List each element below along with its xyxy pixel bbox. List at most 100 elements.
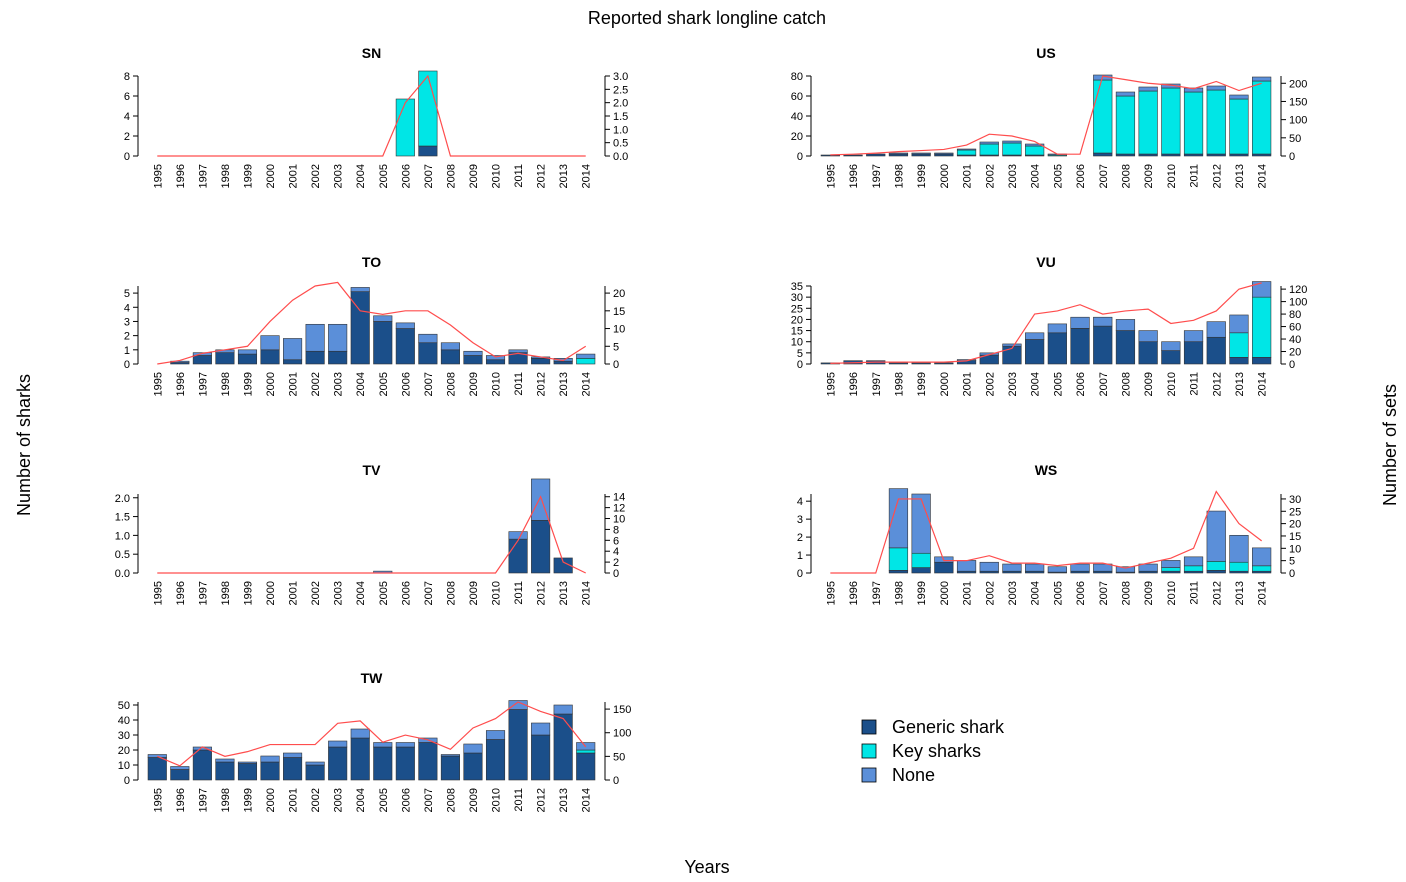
x-tick-label-tv-2011: 2011 (513, 581, 525, 605)
bar-us-generic-2013 (1229, 153, 1249, 157)
x-axis-tw: 1995 1996 1997 1998 1999 2000 2001 2002 2003 2004… (152, 788, 592, 812)
bar-to-none-2000 (260, 335, 280, 351)
bar-vu-generic-2013 (1229, 357, 1249, 365)
x-tick-label-us-2013: 2013 (1234, 164, 1246, 188)
bar-us-generic-2010 (1161, 153, 1181, 157)
x-tick-label-vu-1998: 1998 (893, 372, 905, 396)
bar-tv-generic-2011 (508, 538, 528, 574)
left-tick-label-ws-2: 2 (797, 532, 803, 544)
x-tick-label-to-2001: 2001 (288, 372, 300, 396)
bar-ws-key-2010 (1161, 567, 1181, 572)
right-tick-label-us-100: 100 (1289, 115, 1307, 127)
right-tick-label-ws-25: 25 (1289, 506, 1301, 518)
bar-us-key-2012 (1206, 89, 1226, 155)
bar-tw-generic-2009 (463, 752, 483, 781)
bar-tw-generic-1997 (192, 749, 212, 781)
right-tick-label-tw-100: 100 (613, 728, 631, 740)
x-tick-label-sn-2002: 2002 (310, 164, 322, 188)
bar-ws-key-1999 (911, 552, 931, 568)
bar-tw-generic-2004 (350, 737, 370, 781)
bar-tw-generic-2008 (440, 755, 460, 781)
bar-us-none-1998 (888, 152, 909, 155)
bar-to-generic-2000 (260, 349, 280, 365)
x-tick-label-tw-2008: 2008 (445, 788, 457, 812)
sets-line-to (157, 281, 587, 365)
right-tick-label-tw-0: 0 (613, 775, 619, 787)
bar-tw-none-2003 (328, 740, 348, 748)
right-tick-label-tw-50: 50 (613, 751, 625, 763)
bar-vu-generic-2014 (1252, 357, 1272, 365)
x-axis-title: Years (684, 857, 729, 877)
left-tick-label-tw-50: 50 (118, 700, 130, 712)
left-axis-title: Number of sharks (14, 374, 34, 516)
bar-ws-none-2005 (1047, 566, 1067, 573)
left-tick-label-vu-5: 5 (797, 348, 803, 360)
bar-ws-key-1998 (888, 547, 909, 571)
left-tick-label-sn-4: 4 (124, 111, 130, 123)
x-tick-label-us-2003: 2003 (1007, 164, 1019, 188)
bar-tv-generic-2012 (531, 520, 551, 574)
bar-tw-none-2009 (463, 743, 483, 754)
x-tick-label-to-2004: 2004 (355, 372, 367, 396)
x-tick-label-us-2001: 2001 (962, 164, 974, 188)
bar-ws-key-2014 (1252, 565, 1272, 572)
x-tick-label-ws-1995: 1995 (825, 581, 837, 605)
x-tick-label-tv-2000: 2000 (265, 581, 277, 605)
x-tick-label-tw-1996: 1996 (175, 788, 187, 812)
bar-us-none-2009 (1138, 86, 1158, 92)
bar-us-generic-2007 (1093, 152, 1113, 157)
panel-title-tw: TW (361, 670, 384, 686)
x-tick-label-to-2007: 2007 (423, 372, 435, 396)
bar-to-none-2005 (373, 315, 393, 322)
x-tick-label-to-2012: 2012 (536, 372, 548, 396)
left-axis-sn: 0 2 4 6 8 (124, 71, 139, 163)
bar-us-generic-2000 (934, 153, 954, 157)
legend-swatch-none (861, 767, 877, 783)
bar-vu-generic-2012 (1206, 336, 1226, 365)
bar-to-key-2014 (576, 358, 596, 365)
left-tick-label-vu-10: 10 (791, 337, 803, 349)
x-tick-label-sn-2012: 2012 (536, 164, 548, 188)
bar-vu-generic-2007 (1093, 325, 1113, 365)
bar-vu-generic-2000 (934, 362, 954, 365)
right-tick-label-vu-20: 20 (1289, 347, 1301, 359)
right-tick-label-tv-14: 14 (613, 492, 625, 504)
bar-vu-none-2010 (1161, 341, 1181, 351)
right-tick-label-sn-3.0: 3.0 (613, 71, 628, 83)
x-tick-label-us-1995: 1995 (825, 164, 837, 188)
bar-tw-none-2013 (553, 704, 573, 715)
sets-line-tv (157, 495, 586, 574)
bar-vu-generic-2004 (1025, 339, 1045, 365)
panel-sn: SN 0 2 4 6 8 0.00.5 1.01.52.0 2.53.0 1995 1996 1997… (124, 45, 628, 188)
panel-title-us: US (1036, 45, 1055, 61)
x-tick-label-vu-2001: 2001 (962, 372, 974, 396)
x-tick-label-sn-1997: 1997 (197, 164, 209, 188)
x-tick-label-tv-2007: 2007 (423, 581, 435, 605)
x-tick-label-vu-2010: 2010 (1166, 372, 1178, 396)
x-tick-label-vu-2000: 2000 (939, 372, 951, 396)
bar-tw-generic-1999 (237, 763, 258, 781)
right-tick-label-us-0: 0 (1289, 151, 1295, 163)
bar-tw-generic-2014 (576, 752, 596, 781)
x-tick-label-tw-2004: 2004 (355, 788, 367, 812)
bar-tw-generic-2007 (418, 742, 438, 781)
x-tick-label-tv-2006: 2006 (400, 581, 412, 605)
bar-sn-generic-2007 (418, 145, 438, 157)
bar-tw-none-2012 (531, 722, 551, 736)
right-axis-title: Number of sets (1380, 384, 1400, 506)
x-tick-label-tw-1995: 1995 (152, 788, 164, 812)
bar-vu-generic-2008 (1115, 330, 1136, 365)
x-tick-label-tv-2008: 2008 (445, 581, 457, 605)
bar-us-none-1999 (911, 152, 931, 155)
bar-us-key-2007 (1093, 79, 1113, 154)
bar-tw-none-2006 (395, 742, 415, 748)
x-tick-label-sn-2003: 2003 (333, 164, 345, 188)
bar-ws-none-2009 (1138, 563, 1158, 572)
left-tick-label-vu-20: 20 (791, 314, 803, 326)
bar-tw-none-2001 (283, 752, 303, 758)
right-tick-label-to-15: 15 (613, 306, 625, 318)
right-tick-label-to-10: 10 (613, 324, 625, 336)
right-tick-label-ws-5: 5 (1289, 556, 1295, 568)
